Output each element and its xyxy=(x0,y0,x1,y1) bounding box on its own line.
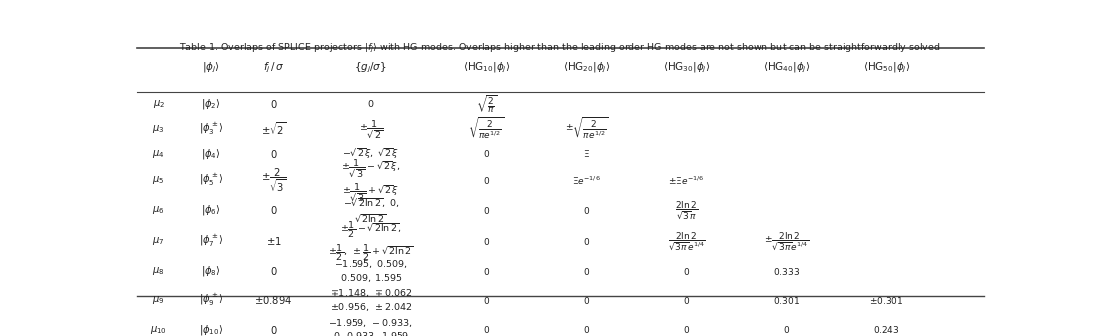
Text: $\mu_9$: $\mu_9$ xyxy=(152,294,165,306)
Text: $\mp 1.148,\;\mp 0.062$
$\pm 0.956,\;\pm 2.042$: $\mp 1.148,\;\mp 0.062$ $\pm 0.956,\;\pm… xyxy=(330,287,412,313)
Text: $\Xi e^{-1/6}$: $\Xi e^{-1/6}$ xyxy=(572,174,601,186)
Text: $0$: $0$ xyxy=(583,324,590,335)
Text: $|\phi_6\rangle$: $|\phi_6\rangle$ xyxy=(201,203,221,217)
Text: $\mu_7$: $\mu_7$ xyxy=(152,235,165,247)
Text: $0$: $0$ xyxy=(483,236,490,247)
Text: $\pm 0.301$: $\pm 0.301$ xyxy=(869,295,904,306)
Text: Table 1. Overlaps of SPLICE projectors $|f_j\rangle$ with HG modes. Overlaps hig: Table 1. Overlaps of SPLICE projectors $… xyxy=(179,42,941,55)
Text: $\mu_5$: $\mu_5$ xyxy=(153,174,165,186)
Text: $\mu_{10}$: $\mu_{10}$ xyxy=(150,324,167,336)
Text: $\mu_8$: $\mu_8$ xyxy=(152,265,165,277)
Text: $0$: $0$ xyxy=(783,324,790,335)
Text: $0$: $0$ xyxy=(483,175,490,186)
Text: $0$: $0$ xyxy=(483,266,490,277)
Text: $\mu_3$: $\mu_3$ xyxy=(152,123,165,135)
Text: $0$: $0$ xyxy=(683,324,690,335)
Text: $|\phi_4\rangle$: $|\phi_4\rangle$ xyxy=(201,146,221,161)
Text: $|\phi_j\rangle$: $|\phi_j\rangle$ xyxy=(202,60,220,75)
Text: $0$: $0$ xyxy=(270,98,278,110)
Text: $\pm\dfrac{1}{\sqrt{3}}-\sqrt{2}\xi,$
$\pm\dfrac{1}{\sqrt{3}}+\sqrt{2}\xi$: $\pm\dfrac{1}{\sqrt{3}}-\sqrt{2}\xi,$ $\… xyxy=(341,158,400,203)
Text: $|\phi_8\rangle$: $|\phi_8\rangle$ xyxy=(201,264,221,278)
Text: $\mu_2$: $\mu_2$ xyxy=(153,98,165,110)
Text: $0$: $0$ xyxy=(483,148,490,159)
Text: $\dfrac{2\ln 2}{\sqrt{3\pi}e^{1/4}}$: $\dfrac{2\ln 2}{\sqrt{3\pi}e^{1/4}}$ xyxy=(668,230,705,252)
Text: $|\phi_9^\pm\rangle$: $|\phi_9^\pm\rangle$ xyxy=(199,292,223,308)
Text: $-1.595,\;0.509,$
$0.509,\;1.595$: $-1.595,\;0.509,$ $0.509,\;1.595$ xyxy=(334,258,408,284)
Text: $0$: $0$ xyxy=(483,205,490,216)
Text: $\langle\mathrm{HG}_{30}|\phi_j\rangle$: $\langle\mathrm{HG}_{30}|\phi_j\rangle$ xyxy=(662,60,710,75)
Text: $\pm\sqrt{\dfrac{2}{\pi e^{1/2}}}$: $\pm\sqrt{\dfrac{2}{\pi e^{1/2}}}$ xyxy=(565,116,609,142)
Text: $\pm\dfrac{1}{2}-\sqrt{2\ln 2},$
$\pm\dfrac{1}{2},\;\pm\dfrac{1}{2}+\sqrt{2\ln 2: $\pm\dfrac{1}{2}-\sqrt{2\ln 2},$ $\pm\df… xyxy=(328,219,414,263)
Text: $0$: $0$ xyxy=(270,204,278,216)
Text: $\pm\dfrac{1}{\sqrt{2}}$: $\pm\dfrac{1}{\sqrt{2}}$ xyxy=(359,118,383,140)
Text: $0$: $0$ xyxy=(583,295,590,306)
Text: $0$: $0$ xyxy=(270,148,278,160)
Text: $|\phi_7^\pm\rangle$: $|\phi_7^\pm\rangle$ xyxy=(199,233,223,249)
Text: $\pm\sqrt{2}$: $\pm\sqrt{2}$ xyxy=(261,121,286,137)
Text: $|\phi_2\rangle$: $|\phi_2\rangle$ xyxy=(201,97,221,111)
Text: $0$: $0$ xyxy=(367,98,375,110)
Text: $\Xi$: $\Xi$ xyxy=(583,148,590,159)
Text: $\{g_j/\sigma\}$: $\{g_j/\sigma\}$ xyxy=(354,60,387,75)
Text: $|\phi_{10}\rangle$: $|\phi_{10}\rangle$ xyxy=(199,323,223,336)
Text: $\pm 0.894$: $\pm 0.894$ xyxy=(255,294,293,306)
Text: $\dfrac{2\ln 2}{\sqrt{3}\pi}$: $\dfrac{2\ln 2}{\sqrt{3}\pi}$ xyxy=(674,200,698,221)
Text: $0$: $0$ xyxy=(483,295,490,306)
Text: $-\sqrt{2}\xi,\;\sqrt{2}\xi$: $-\sqrt{2}\xi,\;\sqrt{2}\xi$ xyxy=(342,146,399,161)
Text: $0$: $0$ xyxy=(583,266,590,277)
Text: $\pm\dfrac{2\ln 2}{\sqrt{3\pi}e^{1/4}}$: $\pm\dfrac{2\ln 2}{\sqrt{3\pi}e^{1/4}}$ xyxy=(764,230,809,252)
Text: $0$: $0$ xyxy=(483,324,490,335)
Text: $\pm\Xi e^{-1/6}$: $\pm\Xi e^{-1/6}$ xyxy=(668,174,705,186)
Text: $f_j\,/\,\sigma$: $f_j\,/\,\sigma$ xyxy=(262,60,284,75)
Text: $0$: $0$ xyxy=(683,266,690,277)
Text: $0$: $0$ xyxy=(270,324,278,336)
Text: $\pm 1$: $\pm 1$ xyxy=(266,235,281,247)
Text: $\pm\dfrac{2}{\sqrt{3}}$: $\pm\dfrac{2}{\sqrt{3}}$ xyxy=(261,167,286,194)
Text: $\langle\mathrm{HG}_{20}|\phi_j\rangle$: $\langle\mathrm{HG}_{20}|\phi_j\rangle$ xyxy=(563,60,610,75)
Text: $0$: $0$ xyxy=(270,265,278,277)
Text: $\langle\mathrm{HG}_{40}|\phi_j\rangle$: $\langle\mathrm{HG}_{40}|\phi_j\rangle$ xyxy=(763,60,810,75)
Text: $\sqrt{\dfrac{2}{\pi}}$: $\sqrt{\dfrac{2}{\pi}}$ xyxy=(475,93,497,115)
Text: $0.243$: $0.243$ xyxy=(873,324,900,335)
Text: $-\sqrt{2\ln 2},\;0,$
$\sqrt{2\ln 2}$: $-\sqrt{2\ln 2},\;0,$ $\sqrt{2\ln 2}$ xyxy=(343,197,399,224)
Text: $0.333$: $0.333$ xyxy=(773,266,800,277)
Text: $\langle\mathrm{HG}_{50}|\phi_j\rangle$: $\langle\mathrm{HG}_{50}|\phi_j\rangle$ xyxy=(862,60,910,75)
Text: $\mu_4$: $\mu_4$ xyxy=(152,148,165,160)
Text: $0$: $0$ xyxy=(583,205,590,216)
Text: $0$: $0$ xyxy=(683,295,690,306)
Text: $0.301$: $0.301$ xyxy=(773,295,800,306)
Text: $|\phi_3^\pm\rangle$: $|\phi_3^\pm\rangle$ xyxy=(199,121,223,137)
Text: $-1.959,\;-0.933,$
$0,\;0.933,\;1.959$: $-1.959,\;-0.933,$ $0,\;0.933,\;1.959$ xyxy=(328,317,413,336)
Text: $\langle\mathrm{HG}_{10}|\phi_j\rangle$: $\langle\mathrm{HG}_{10}|\phi_j\rangle$ xyxy=(462,60,510,75)
Text: $|\phi_5^\pm\rangle$: $|\phi_5^\pm\rangle$ xyxy=(199,172,223,188)
Text: $0$: $0$ xyxy=(583,236,590,247)
Text: $\mu_6$: $\mu_6$ xyxy=(152,204,165,216)
Text: $\sqrt{\dfrac{2}{\pi e^{1/2}}}$: $\sqrt{\dfrac{2}{\pi e^{1/2}}}$ xyxy=(469,116,505,142)
